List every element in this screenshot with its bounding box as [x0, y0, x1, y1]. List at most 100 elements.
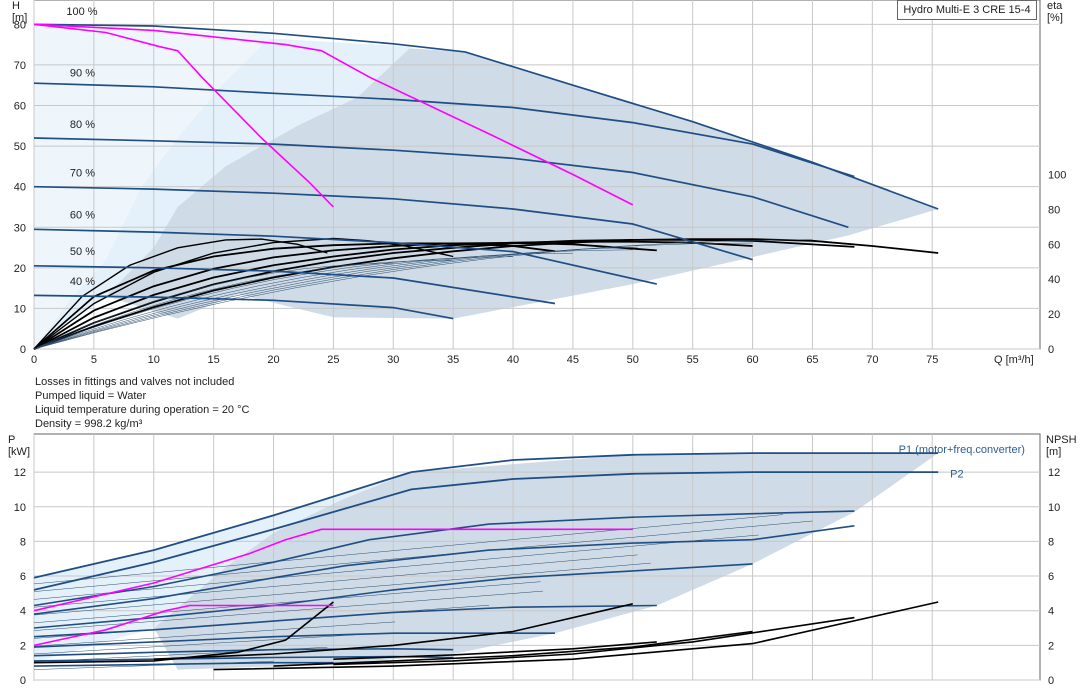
power-curve	[33, 452, 939, 579]
speed-label: 100 %	[66, 6, 97, 18]
curve-label: P2	[950, 468, 963, 480]
y-tick-label: 8	[20, 536, 26, 548]
power-curve	[33, 510, 855, 607]
duty-curve	[33, 23, 334, 208]
y-tick-label: 50	[14, 141, 26, 153]
y-tick-label: 12	[14, 467, 26, 479]
x-tick-label: 5	[91, 354, 97, 366]
head-curve	[33, 185, 753, 261]
y-tick-label: 60	[14, 101, 26, 113]
x-tick-label: 0	[31, 354, 37, 366]
power-curve	[33, 632, 555, 648]
head-curve	[33, 294, 454, 320]
head-curve	[33, 264, 556, 305]
y-tick-label: 4	[20, 606, 26, 618]
note-losses: Losses in fittings and valves not includ…	[35, 376, 235, 388]
y-tick-label: 20	[14, 263, 26, 275]
duty-curve	[33, 528, 633, 612]
power-thin-curve	[33, 621, 396, 647]
duty-curve	[33, 23, 634, 206]
x-tick-label: 60	[746, 354, 758, 366]
y-axis-label: P	[8, 434, 15, 446]
y2-tick-label: 12	[1048, 467, 1060, 479]
y2-tick-label: 100	[1048, 170, 1066, 182]
x-tick-label: 65	[806, 354, 818, 366]
efficiency-thin-curve	[33, 259, 454, 350]
y-tick-label: 0	[20, 675, 26, 687]
power-curve	[33, 647, 454, 657]
x-tick-label: 55	[687, 354, 699, 366]
head-curve	[33, 137, 849, 229]
x-tick-label: 20	[267, 354, 279, 366]
efficiency-thin-curve	[33, 256, 514, 350]
power-curve	[33, 661, 334, 667]
speed-label: 60 %	[70, 209, 95, 221]
y2-axis-label: [m]	[1046, 446, 1061, 458]
efficiency-curve	[33, 237, 454, 350]
note-temperature: Liquid temperature during operation = 20…	[35, 404, 250, 416]
chart-title: Hydro Multi-E 3 CRE 15-4	[897, 0, 1037, 20]
x-tick-label: 50	[627, 354, 639, 366]
y2-tick-label: 4	[1048, 606, 1054, 618]
note-liquid: Pumped liquid = Water	[35, 390, 147, 402]
speed-label: 80 %	[70, 119, 95, 131]
duty-curve	[33, 604, 334, 647]
y-tick-label: 6	[20, 571, 26, 583]
y2-tick-label: 6	[1048, 571, 1054, 583]
y-tick-label: 30	[14, 222, 26, 234]
y-axis-label: H	[12, 0, 20, 12]
y-tick-label: 40	[14, 182, 26, 194]
y-tick-label: 0	[20, 344, 26, 356]
efficiency-thin-curve	[33, 239, 813, 350]
power-thin-curve	[33, 514, 784, 585]
power-curve	[33, 525, 855, 615]
speed-label: 70 %	[70, 168, 95, 180]
y2-tick-label: 80	[1048, 204, 1060, 216]
x-tick-label: 15	[208, 354, 220, 366]
y2-tick-label: 2	[1048, 640, 1054, 652]
npsh-curve	[153, 603, 633, 660]
power-thin-curve	[33, 554, 638, 608]
npsh-curve	[333, 616, 855, 666]
x-tick-label: 25	[327, 354, 339, 366]
efficiency-curve	[33, 238, 328, 350]
head-curve	[33, 23, 939, 210]
npsh-curve	[273, 630, 753, 667]
npsh-curve	[33, 601, 334, 664]
x-tick-label: 75	[926, 354, 938, 366]
y2-tick-label: 0	[1048, 344, 1054, 356]
curve-label: P1 (motor+freq.converter)	[899, 444, 1025, 456]
y-axis-label: [m]	[12, 12, 27, 24]
y-tick-label: 10	[14, 502, 26, 514]
x-tick-label: 70	[866, 354, 878, 366]
power-curve-chart: 0 2 4 6 8 10 12 0 2 4 6 8 10 12 P[kW] NPSH[m] P1 (motor+…	[8, 433, 1077, 687]
speed-label: 50 %	[70, 246, 95, 258]
y2-tick-label: 8	[1048, 536, 1054, 548]
y-axis-label: [kW]	[8, 446, 30, 458]
x-tick-label: 45	[567, 354, 579, 366]
x-axis-label: Q [m³/h]	[994, 354, 1034, 366]
head-curve-chart: 0 5 10 15 20 25 30 35 40 45 50 55 60 65 70 75 0 10 20 30 40 5…	[12, 0, 1066, 366]
x-tick-label: 30	[387, 354, 399, 366]
npsh-curve	[333, 641, 657, 660]
y2-tick-label: 60	[1048, 239, 1060, 251]
efficiency-thin-curve	[33, 263, 394, 350]
head-curve	[33, 228, 657, 285]
power-curve	[33, 604, 657, 638]
y-tick-label: 10	[14, 303, 26, 315]
y-tick-label: 80	[14, 19, 26, 31]
y2-tick-label: 0	[1048, 675, 1054, 687]
power-thin-curve	[33, 562, 651, 616]
x-tick-label: 40	[507, 354, 519, 366]
speed-label: 40 %	[70, 276, 95, 288]
y2-axis-label: eta	[1047, 0, 1063, 12]
power-thin-curve	[33, 632, 382, 655]
power-curve	[33, 471, 939, 591]
y-tick-label: 70	[14, 60, 26, 72]
npsh-curve	[213, 601, 939, 671]
efficiency-thin-curve	[33, 242, 753, 350]
power-thin-curve	[33, 581, 541, 624]
x-tick-label: 35	[447, 354, 459, 366]
efficiency-thin-curve	[33, 246, 638, 350]
